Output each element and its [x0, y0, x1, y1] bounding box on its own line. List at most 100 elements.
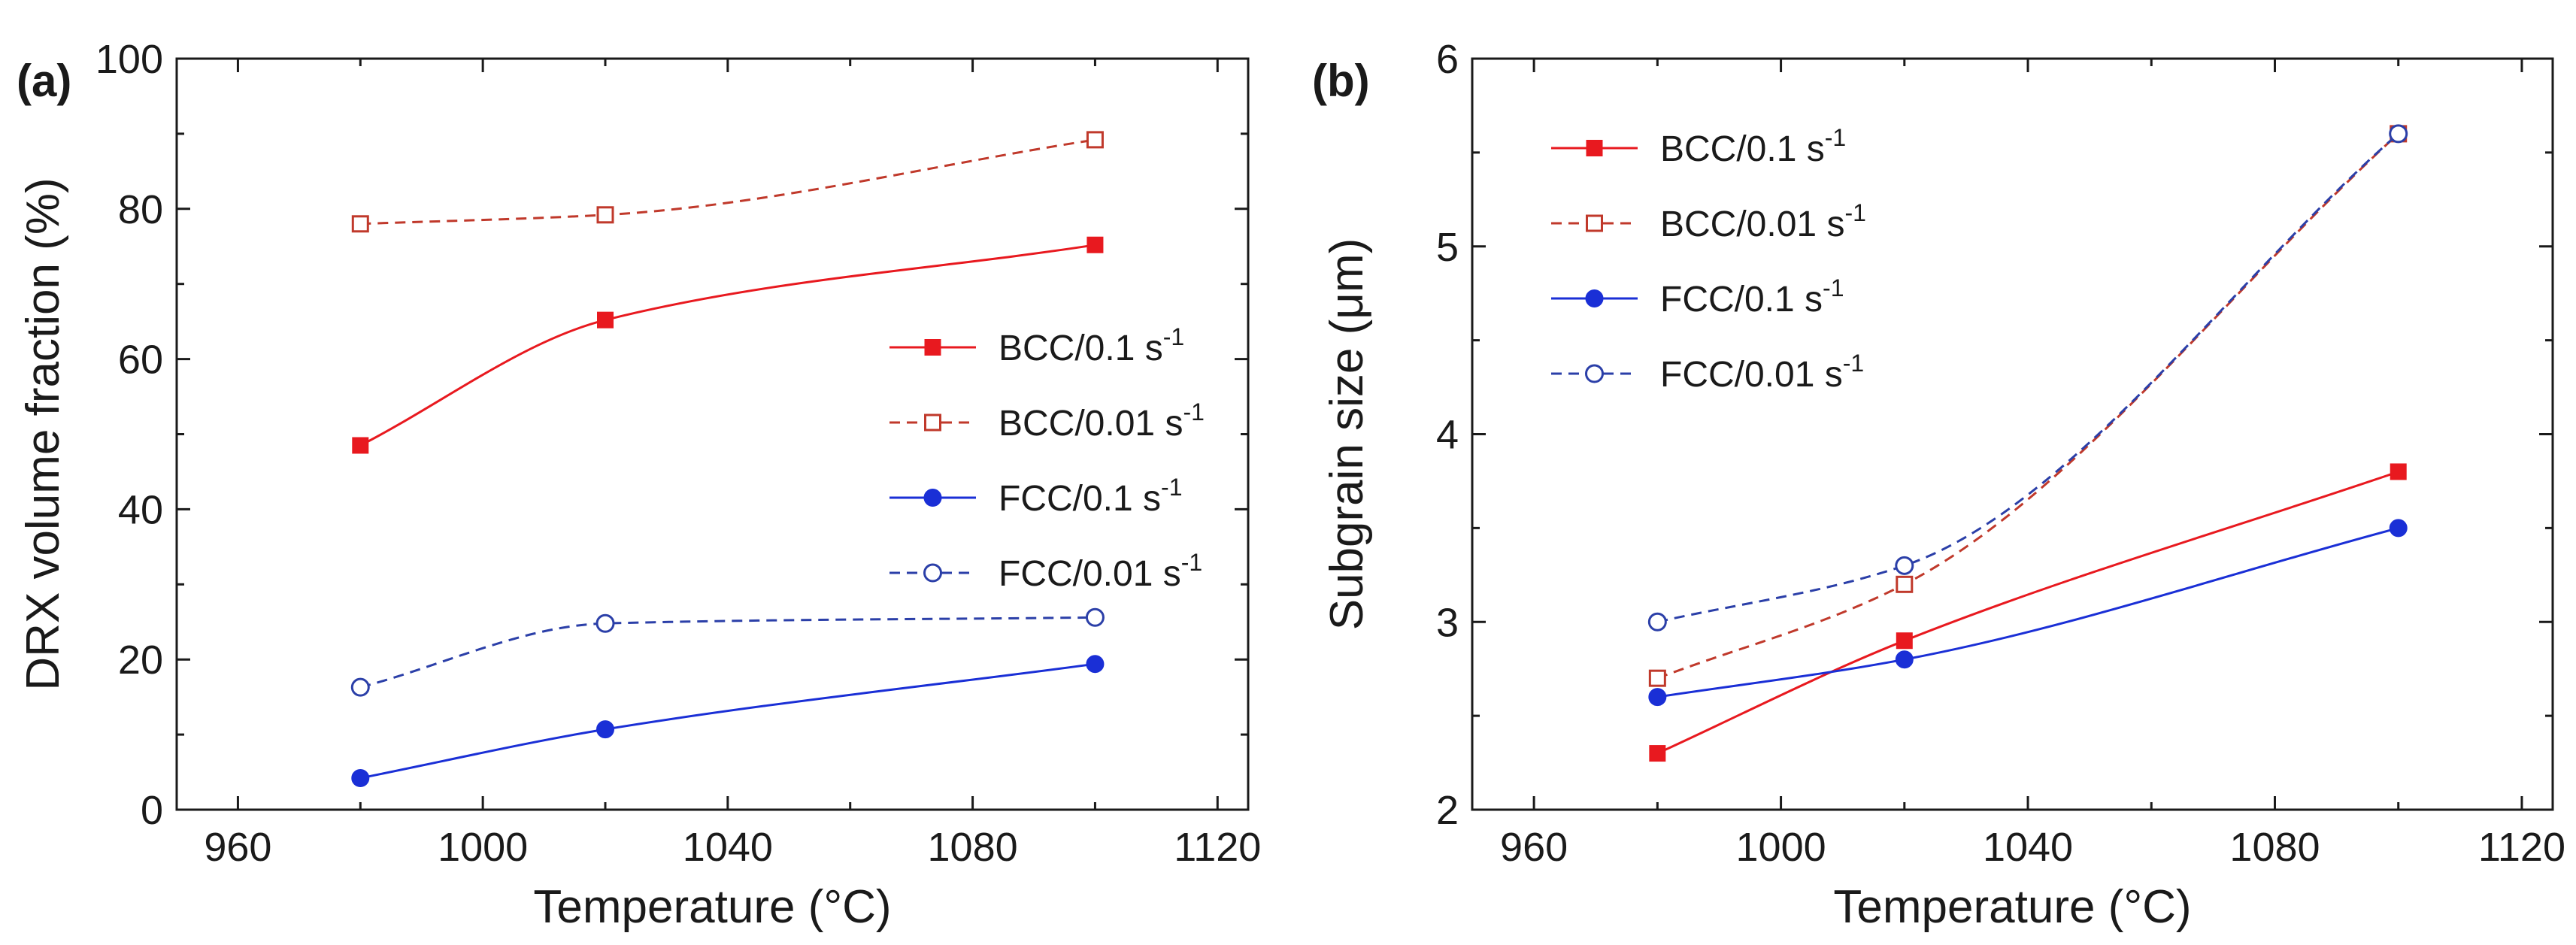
- series-line: [359, 616, 1096, 689]
- legend-entry: FCC/0.01 s-1: [1551, 350, 1864, 395]
- data-point: [1896, 575, 1914, 593]
- series-bcc-0-1-ssolid: [1649, 463, 2407, 762]
- x-tick-label: 1120: [1174, 825, 1261, 870]
- data-point: [1895, 650, 1914, 669]
- legend-marker: [923, 489, 942, 507]
- data-point: [2390, 463, 2407, 480]
- data-point: [1896, 632, 1913, 650]
- legend-label-superscript: -1: [1844, 199, 1865, 226]
- y-tick-label: 0: [141, 788, 163, 833]
- data-point: [1086, 655, 1105, 674]
- legend-marker: [924, 413, 941, 432]
- legend-label-superscript: -1: [1823, 274, 1844, 301]
- data-point: [2389, 124, 2408, 144]
- data-point: [596, 613, 615, 633]
- legend-label-text: BCC/0.01 s: [1660, 204, 1844, 244]
- x-tick-label: 1040: [1983, 825, 2073, 870]
- panel-label: (b): [1312, 56, 1370, 106]
- legend-label-superscript: -1: [1163, 323, 1184, 350]
- data-point: [1085, 607, 1105, 627]
- data-point: [596, 720, 614, 739]
- legend-marker: [923, 563, 942, 583]
- legend-label-superscript: -1: [1161, 474, 1182, 501]
- legend-marker: [1585, 289, 1604, 307]
- x-tick-label: 1120: [2478, 825, 2565, 870]
- y-tick-label: 2: [1436, 788, 1459, 833]
- series-line: [359, 244, 1096, 447]
- legend-label-text: FCC/0.01 s: [1660, 355, 1843, 395]
- x-tick-label: 960: [1500, 825, 1568, 870]
- x-tick-label: 1040: [683, 825, 773, 870]
- y-tick-label: 60: [118, 338, 163, 383]
- legend-label-text: BCC/0.1 s: [1660, 129, 1825, 169]
- series-line: [1656, 132, 2399, 680]
- legend-entry: BCC/0.01 s-1: [889, 398, 1205, 444]
- x-tick-label: 1000: [438, 825, 528, 870]
- y-tick-label: 5: [1436, 225, 1459, 270]
- legend-marker: [924, 339, 941, 356]
- series-fcc-0-1-ssolid: [1648, 519, 2408, 707]
- x-axis-title: Temperature (°C): [533, 881, 891, 933]
- legend-marker: [1586, 140, 1603, 156]
- data-point: [1086, 131, 1104, 149]
- data-point: [1086, 236, 1104, 253]
- legend-label: FCC/0.1 s-1: [1660, 274, 1844, 320]
- y-tick-label: 3: [1436, 600, 1459, 645]
- series-line: [360, 138, 1096, 226]
- y-tick-label: 6: [1436, 37, 1459, 82]
- data-point: [350, 677, 370, 697]
- legend-entry: FCC/0.01 s-1: [889, 549, 1202, 594]
- legend-entry: BCC/0.1 s-1: [1551, 124, 1846, 169]
- legend-label: BCC/0.1 s-1: [1660, 124, 1846, 169]
- legend-label: BCC/0.01 s-1: [1660, 199, 1866, 244]
- y-tick-label: 20: [118, 638, 163, 683]
- data-point: [597, 311, 614, 329]
- legend-entry: FCC/0.1 s-1: [889, 474, 1183, 519]
- y-axis-title: DRX volume fraction (%): [17, 177, 69, 690]
- x-tick-label: 1080: [928, 825, 1018, 870]
- legend-label-superscript: -1: [1843, 350, 1864, 377]
- chart-panel-a: (a) 960 1000 1040 1080 1120 0 20 40 60 80 100 Temper…: [17, 37, 1261, 933]
- data-point: [1648, 688, 1667, 707]
- series-line: [360, 662, 1096, 780]
- legend-label: FCC/0.01 s-1: [999, 549, 1202, 594]
- legend-label: BCC/0.1 s-1: [999, 323, 1184, 368]
- series-fcc-0-1-ssolid: [351, 655, 1105, 788]
- legend-label: BCC/0.01 s-1: [999, 398, 1205, 444]
- panel-label: (a): [17, 56, 71, 106]
- chart-panel-b: (b) 960 1000 1040 1080 1120 2 3 4 5 6 Temperature (…: [1312, 37, 2565, 933]
- x-tick-label: 960: [204, 825, 271, 870]
- data-point: [352, 437, 369, 454]
- legend-label: FCC/0.1 s-1: [999, 474, 1183, 519]
- y-axis-title: Subgrain size (μm): [1321, 238, 1373, 631]
- x-tick-label: 1080: [2229, 825, 2320, 870]
- series-fcc-0-01-sdashed: [350, 607, 1105, 697]
- data-point: [1648, 669, 1666, 687]
- series-line: [1656, 132, 2399, 623]
- series-fcc-0-01-sdashed: [1647, 124, 2408, 632]
- x-tick-label: 1000: [1736, 825, 1826, 870]
- legend-entry: BCC/0.01 s-1: [1551, 199, 1866, 244]
- legend-label: FCC/0.01 s-1: [1660, 350, 1864, 395]
- legend-label-superscript: -1: [1181, 549, 1202, 576]
- legend-label-text: FCC/0.1 s: [999, 479, 1161, 519]
- data-point: [2389, 519, 2408, 538]
- legend-label-text: BCC/0.1 s: [999, 329, 1163, 368]
- data-point: [351, 215, 369, 233]
- data-point: [596, 206, 614, 224]
- data-point: [1647, 612, 1667, 632]
- series-bcc-0-1-ssolid: [352, 236, 1104, 454]
- x-axis-title: Temperature (°C): [1833, 881, 2191, 933]
- series-bcc-0-01-sdashed: [351, 131, 1104, 233]
- legend-label-text: FCC/0.01 s: [999, 554, 1181, 594]
- series-line: [1656, 471, 2399, 755]
- y-tick-label: 40: [118, 487, 163, 532]
- legend-marker: [1586, 214, 1603, 232]
- legend-label-superscript: -1: [1825, 124, 1846, 151]
- y-tick-label: 100: [95, 37, 163, 82]
- data-point: [1649, 745, 1666, 762]
- y-tick-label: 4: [1436, 413, 1459, 458]
- legend-label-text: BCC/0.01 s: [999, 404, 1183, 444]
- data-point: [351, 769, 370, 788]
